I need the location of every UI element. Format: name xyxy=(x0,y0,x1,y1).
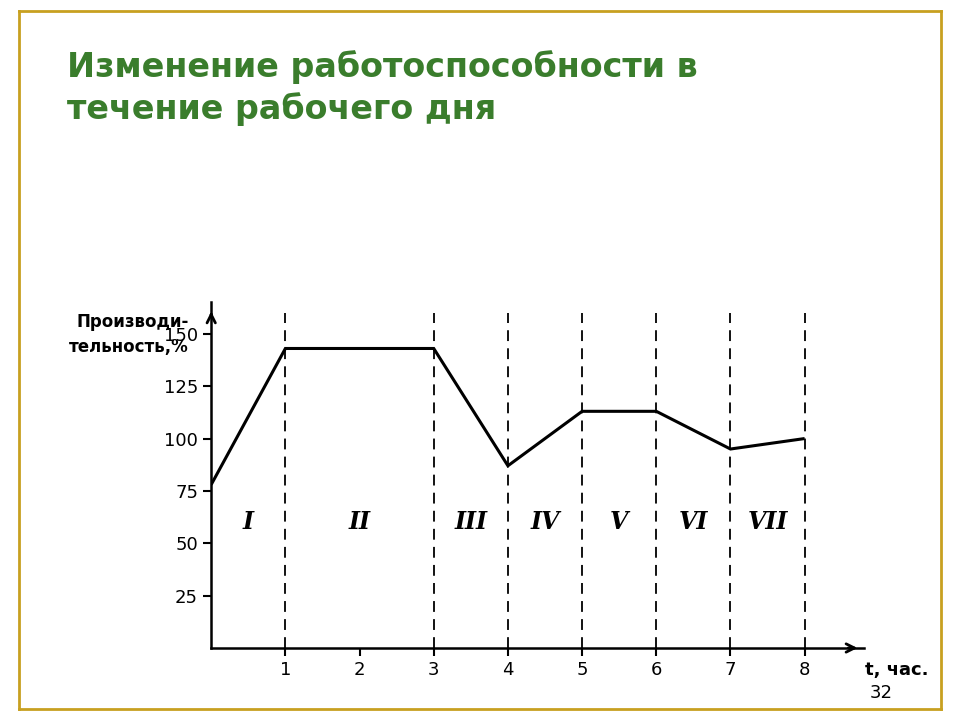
Text: тельность,%: тельность,% xyxy=(69,338,189,356)
Text: V: V xyxy=(610,510,629,534)
Text: Изменение работоспособности в
течение рабочего дня: Изменение работоспособности в течение ра… xyxy=(67,50,698,126)
Text: II: II xyxy=(348,510,371,534)
Text: IV: IV xyxy=(530,510,560,534)
Text: VII: VII xyxy=(748,510,788,534)
Text: 32: 32 xyxy=(870,685,893,703)
Text: t, час.: t, час. xyxy=(866,660,929,678)
Text: I: I xyxy=(243,510,253,534)
Text: Производи-: Производи- xyxy=(77,313,189,331)
Text: VI: VI xyxy=(679,510,708,534)
Text: III: III xyxy=(454,510,488,534)
